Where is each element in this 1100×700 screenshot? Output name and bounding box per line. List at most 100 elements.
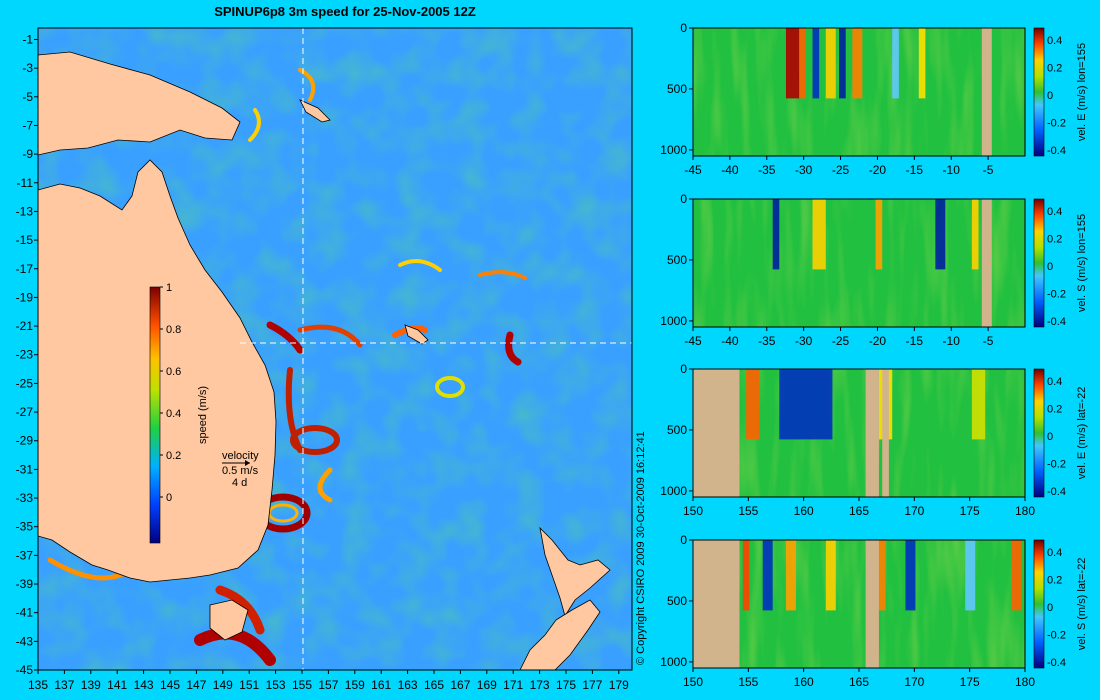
x-tick-label: -30 — [795, 163, 813, 177]
velocity-band — [746, 369, 760, 440]
y-tick-label: 0 — [680, 533, 687, 547]
panel-colorbar — [1033, 198, 1045, 328]
y-tick-label: 500 — [667, 82, 687, 96]
lon-tick-label: 163 — [398, 678, 418, 692]
eddy-ring — [435, 376, 465, 398]
y-tick-label: 1000 — [660, 143, 687, 157]
current-jet — [215, 585, 265, 635]
lon-tick-label: 145 — [160, 678, 180, 692]
velocity-band — [875, 540, 886, 611]
panel-land-mask — [693, 369, 740, 497]
velocity-key: velocity 0.5 m/s 4 d — [222, 450, 259, 489]
velocity-band — [812, 28, 820, 99]
y-tick-label: 1000 — [660, 655, 687, 669]
panel-frame — [692, 198, 1026, 328]
lat-tick-label: -33 — [16, 491, 34, 505]
lat-tick-label: -1 — [22, 32, 33, 46]
panel-texture — [693, 199, 1025, 327]
map-axis-ticks: 135 137 139 141 143 145 147 149 151 153 155 157 159 1… — [16, 32, 629, 692]
velocity-band — [971, 369, 986, 440]
lon-tick-label: 151 — [239, 678, 259, 692]
lon-tick-label: 147 — [186, 678, 206, 692]
x-tick-label: -10 — [943, 334, 961, 348]
speed-colorbar-tick-label: 0.4 — [166, 408, 181, 420]
x-tick-label: -20 — [869, 334, 887, 348]
panel-land-mask — [981, 199, 992, 327]
panel-colorbar-tick-label: -0.2 — [1047, 289, 1066, 301]
x-tick-label: 180 — [1015, 504, 1035, 518]
lat-tick-label: -9 — [22, 147, 33, 161]
x-tick-label: -15 — [906, 163, 924, 177]
lon-tick-label: 157 — [318, 678, 338, 692]
speed-colorbar-tick-label: 0.6 — [166, 366, 181, 378]
panel-colorbar-tick-label: 0.4 — [1047, 547, 1062, 559]
current-jet — [398, 259, 442, 272]
y-tick-label: 500 — [667, 594, 687, 608]
x-tick-label: 155 — [738, 504, 758, 518]
x-tick-label: -25 — [832, 334, 850, 348]
x-tick-label: -35 — [758, 334, 776, 348]
panel-land-mask — [981, 28, 992, 156]
lat-tick-label: -45 — [16, 663, 34, 677]
section-panel: 150 155 160 165 170 175 180 0 500 1000 0.4 0.2 0 -0.2… — [660, 362, 1088, 518]
x-tick-label: 165 — [849, 675, 869, 689]
velocity-band — [785, 540, 796, 611]
lon-tick-label: 137 — [54, 678, 74, 692]
current-jet — [285, 367, 303, 453]
tasmania-land — [209, 599, 249, 641]
lat-tick-label: -41 — [16, 606, 34, 620]
panel-colorbar-tick-label: 0.2 — [1047, 575, 1062, 587]
lat-tick-label: -3 — [22, 61, 33, 75]
y-tick-label: 0 — [680, 21, 687, 35]
y-tick-label: 500 — [667, 423, 687, 437]
panel-colorbar-label: vel. S (m/s) lon=155 — [1076, 214, 1088, 312]
lat-tick-label: -31 — [16, 462, 34, 476]
lat-tick-label: -27 — [16, 405, 34, 419]
velocity-band — [839, 28, 846, 99]
speed-colorbar-tick-label: 0.8 — [166, 324, 181, 336]
x-tick-label: 160 — [794, 504, 814, 518]
velocity-band — [892, 28, 899, 99]
lon-tick-label: 135 — [28, 678, 48, 692]
section-panel: 150 155 160 165 170 175 180 0 500 1000 0.4 0.2 0 -0.2… — [660, 533, 1088, 689]
lat-tick-label: -5 — [22, 90, 33, 104]
velocity-band — [772, 199, 780, 270]
velocity-band — [965, 540, 976, 611]
panel-colorbar-tick-label: -0.4 — [1047, 145, 1066, 157]
x-tick-label: 150 — [683, 675, 703, 689]
panel-colorbar-tick-label: -0.4 — [1047, 657, 1066, 669]
panel-colorbar-tick-label: 0.4 — [1047, 376, 1062, 388]
lat-tick-label: -11 — [17, 176, 34, 190]
y-tick-label: 0 — [680, 362, 687, 376]
lat-tick-label: -35 — [16, 520, 34, 534]
velocity-key-speed: 0.5 m/s — [222, 465, 259, 477]
section-panel: -45 -40 -35 -30 -25 -20 -15 -10 -5 0 500 1000 0.4 0.2… — [660, 192, 1088, 348]
velocity-band — [971, 199, 979, 270]
y-tick-label: 1000 — [660, 314, 687, 328]
panel-colorbar-tick-label: -0.2 — [1047, 630, 1066, 642]
y-tick-label: 0 — [680, 192, 687, 206]
velocity-band — [935, 199, 946, 270]
x-tick-label: -25 — [832, 163, 850, 177]
panel-colorbar-tick-label: 0 — [1047, 90, 1053, 102]
x-tick-label: -5 — [983, 334, 994, 348]
panel-colorbar-label: vel. E (m/s) lat=-22 — [1076, 387, 1088, 480]
y-tick-label: 1000 — [660, 484, 687, 498]
x-tick-label: 175 — [960, 675, 980, 689]
lat-tick-label: -37 — [16, 548, 34, 562]
new-caledonia-land — [404, 324, 429, 345]
lat-tick-label: -39 — [16, 577, 34, 591]
velocity-key-days: 4 d — [232, 477, 247, 489]
panel-colorbar-tick-label: 0.2 — [1047, 234, 1062, 246]
velocity-band — [762, 540, 773, 611]
current-jet — [248, 108, 261, 142]
x-tick-label: 180 — [1015, 675, 1035, 689]
panel-colorbar-tick-label: 0.2 — [1047, 63, 1062, 75]
velocity-band — [1011, 540, 1022, 611]
map-frame — [37, 27, 633, 671]
lon-tick-label: 155 — [292, 678, 312, 692]
lon-tick-label: 161 — [371, 678, 391, 692]
lon-tick-label: 175 — [556, 678, 576, 692]
x-tick-label: 165 — [849, 504, 869, 518]
